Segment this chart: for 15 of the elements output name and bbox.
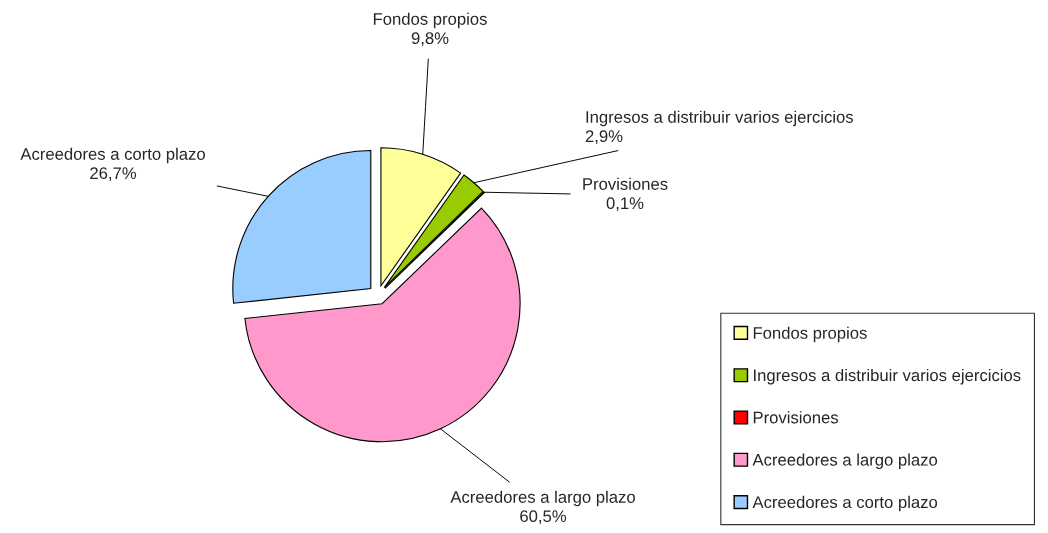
data-label: 9,8% bbox=[411, 32, 449, 47]
slice-label: Ingresos a distribuir varios ejercicios bbox=[586, 110, 854, 127]
slice-label: Provisiones bbox=[583, 177, 668, 190]
slice-label: Fondos propios bbox=[373, 12, 487, 29]
data-label: 0,1% bbox=[606, 197, 644, 212]
slice-label: Acreedores a largo plazo bbox=[450, 490, 635, 507]
legend-label: Ingresos a distribuir varios ejercicios bbox=[754, 368, 1021, 385]
legend-label: Fondos propios bbox=[753, 326, 867, 343]
data-label: 26,7% bbox=[90, 167, 137, 182]
legend-label: Provisiones bbox=[753, 411, 839, 424]
data-label: 2,9% bbox=[585, 130, 623, 145]
data-label: 60,5% bbox=[520, 510, 567, 525]
legend-label: Acreedores a corto plazo bbox=[752, 495, 938, 512]
legend-label: Acreedores a largo plazo bbox=[752, 453, 938, 470]
slice-label: Acreedores a corto plazo bbox=[20, 147, 205, 164]
